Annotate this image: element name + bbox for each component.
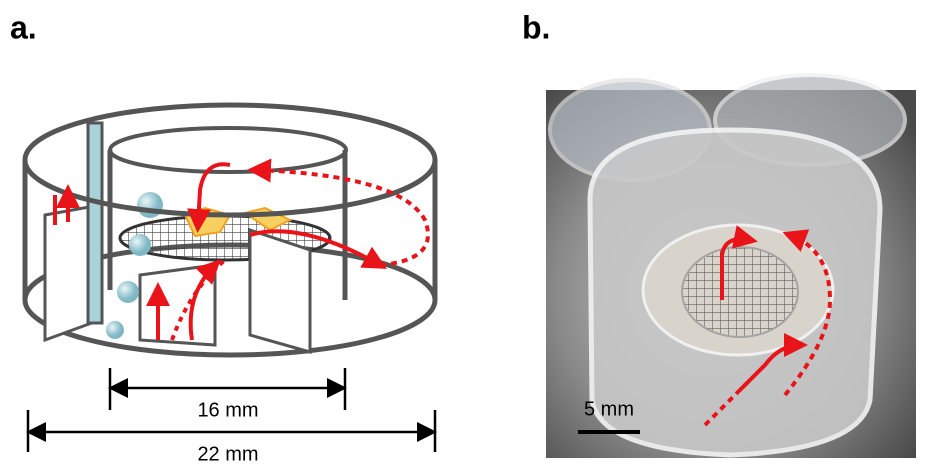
dimension-label: 22 mm <box>197 443 258 465</box>
panel-label: a. <box>10 9 37 45</box>
panel-label: b. <box>522 9 550 45</box>
dimension-label: 16 mm <box>197 399 258 421</box>
figure: a. b. 16 mm 22 mm <box>0 0 926 466</box>
scale-bar-label: 5 mm <box>584 398 634 420</box>
schematic <box>25 105 435 355</box>
